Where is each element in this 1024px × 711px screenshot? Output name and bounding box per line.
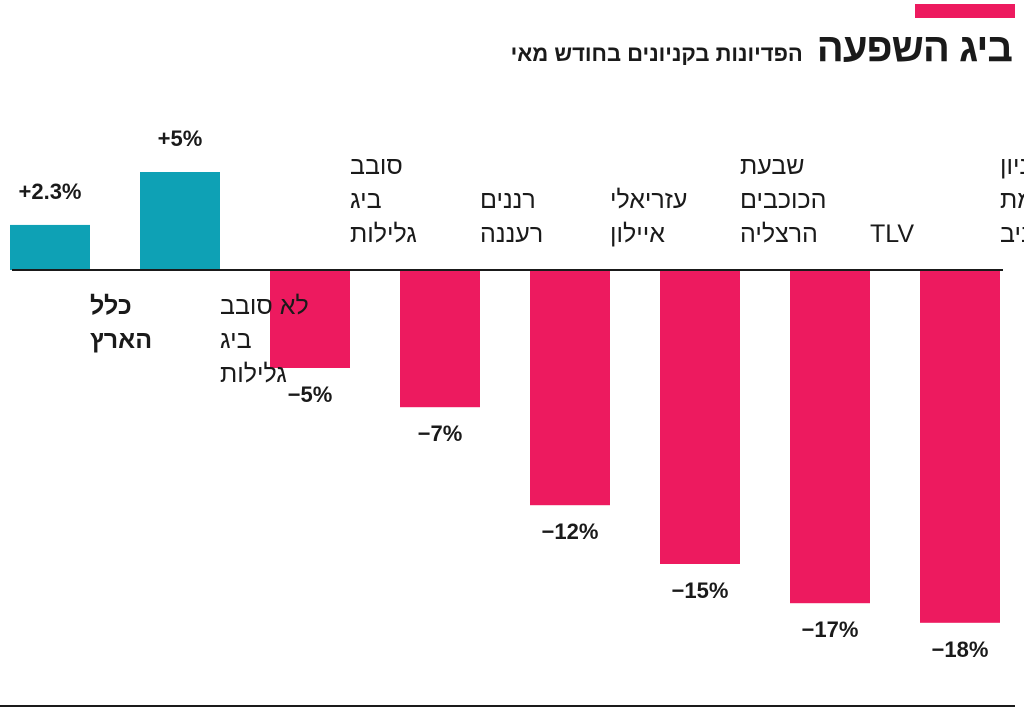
- bar: [790, 270, 870, 604]
- category-label: ביג: [220, 326, 252, 354]
- data-label: −15%: [672, 578, 729, 603]
- category-label: סובב: [350, 152, 403, 180]
- category-label: הכוכבים: [740, 186, 827, 214]
- bar: [140, 172, 220, 270]
- accent-bar: [915, 4, 1015, 18]
- category-label: הרצליה: [740, 220, 818, 248]
- category-label: איילון: [610, 220, 665, 248]
- category-label: עזריאלי: [610, 186, 687, 214]
- category-label: רעננה: [480, 220, 543, 248]
- bar: [400, 270, 480, 408]
- category-label: גלילות: [350, 220, 417, 248]
- category-label: אביב: [1000, 220, 1024, 248]
- category-label: גלילות: [220, 360, 287, 388]
- category-label: קניון: [1000, 152, 1024, 180]
- category-label: כלל: [90, 292, 132, 320]
- category-label: ביג: [350, 186, 382, 214]
- chart-title: ביג השפעה: [816, 26, 1013, 70]
- data-label: −12%: [542, 519, 599, 544]
- bar: [10, 224, 90, 270]
- data-label: +2.3%: [19, 179, 82, 204]
- category-label: רננים: [480, 186, 536, 214]
- bar: [530, 270, 610, 506]
- data-label: −17%: [802, 617, 859, 642]
- data-label: −5%: [288, 382, 333, 407]
- category-label: TLV: [870, 220, 914, 248]
- bar: [920, 270, 1000, 623]
- category-label: לא סובב: [220, 292, 309, 320]
- category-label: הארץ: [90, 326, 152, 354]
- category-label: רמת: [1000, 186, 1024, 214]
- bar: [270, 270, 350, 368]
- chart-header: ביג השפעה הפדיונות בקניונים בחודש מאי: [510, 26, 1013, 74]
- data-label: −7%: [418, 421, 463, 446]
- chart-subtitle: הפדיונות בקניונים בחודש מאי: [510, 41, 803, 66]
- bar: [660, 270, 740, 564]
- data-label: +5%: [158, 126, 203, 151]
- category-label: שבעת: [740, 152, 805, 180]
- data-label: −18%: [932, 637, 989, 662]
